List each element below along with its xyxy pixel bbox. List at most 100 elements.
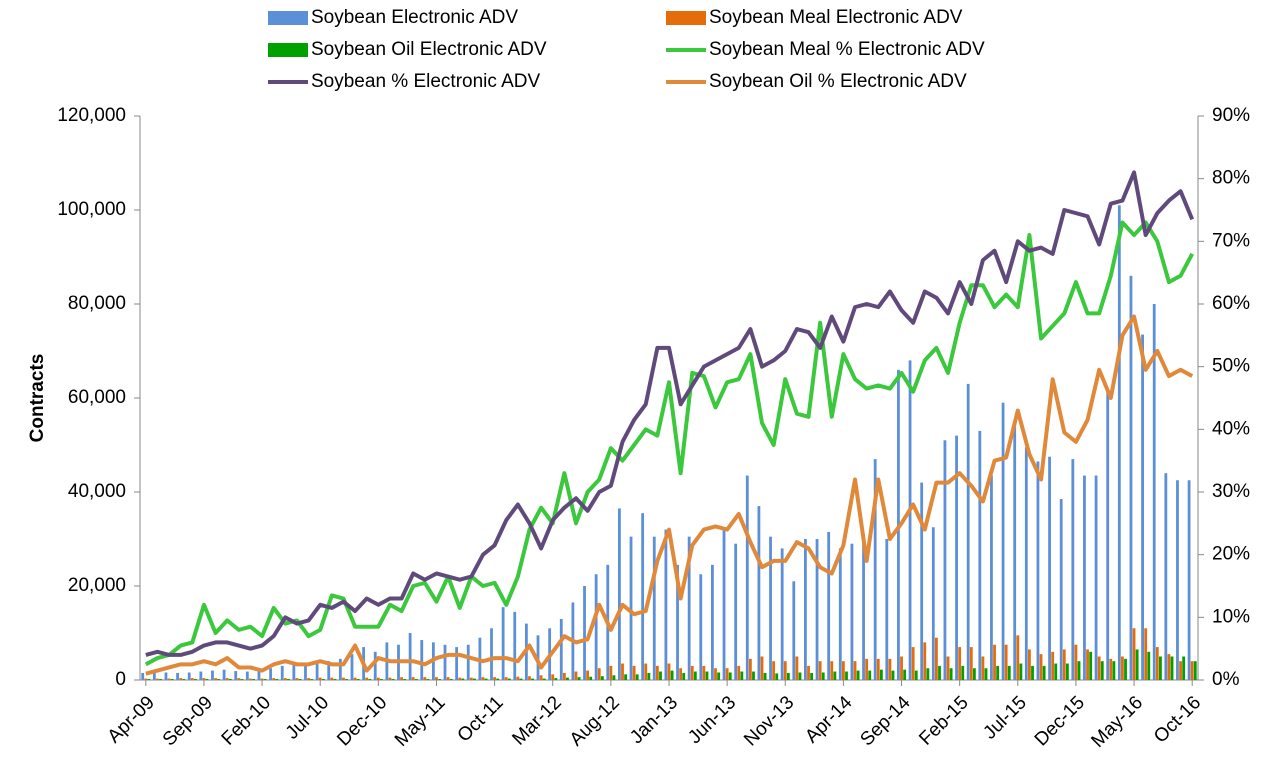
bar <box>376 677 380 680</box>
bar <box>780 548 784 680</box>
y2-tick-label: 10% <box>1212 606 1250 627</box>
bar <box>879 669 883 680</box>
bar <box>1193 661 1197 680</box>
bar <box>1129 275 1133 680</box>
bar <box>141 672 145 680</box>
x-tick-label: Jun-13 <box>684 692 740 748</box>
bar <box>955 435 958 680</box>
bar <box>1144 628 1148 680</box>
bar <box>298 679 302 680</box>
bar <box>353 677 357 680</box>
bar <box>435 677 438 680</box>
bar <box>167 678 171 680</box>
x-tick-label: Feb-10 <box>218 692 275 749</box>
bar <box>815 539 819 680</box>
bar <box>501 607 505 680</box>
bar <box>1001 402 1005 680</box>
bar <box>1083 475 1086 680</box>
bar <box>705 671 709 680</box>
x-tick-label: Oct-11 <box>454 692 508 746</box>
bar <box>586 670 590 680</box>
bar <box>659 671 662 680</box>
bar <box>868 670 872 680</box>
bar <box>182 679 186 680</box>
y-tick-label: 0 <box>115 669 126 690</box>
bar <box>838 548 842 680</box>
bar <box>958 647 962 680</box>
bar <box>810 672 814 680</box>
bar <box>1141 334 1144 680</box>
bar <box>748 658 752 680</box>
bar <box>443 644 447 680</box>
bar <box>408 633 412 680</box>
bar <box>202 678 206 680</box>
bar <box>993 644 996 680</box>
bar <box>1039 654 1043 680</box>
x-tick-label: Apr-14 <box>801 692 856 747</box>
bar <box>850 543 854 680</box>
bar <box>923 642 927 680</box>
bar <box>1031 665 1034 680</box>
bar <box>263 679 267 680</box>
bar <box>388 677 392 680</box>
bar <box>978 430 982 680</box>
bar <box>551 674 555 680</box>
x-tick-label: Dec-15 <box>1031 692 1089 750</box>
x-tick-label: Aug-12 <box>566 692 624 750</box>
bar <box>984 668 988 680</box>
bar <box>722 529 726 680</box>
bar <box>647 672 651 680</box>
y-tick-label: 60,000 <box>68 387 126 408</box>
bar <box>190 678 194 680</box>
bar <box>632 665 636 680</box>
bar <box>473 678 476 680</box>
bar <box>769 536 772 680</box>
bar <box>969 647 973 680</box>
bar <box>237 678 241 680</box>
bar <box>228 679 232 680</box>
bar <box>655 665 659 680</box>
y-tick-label: 80,000 <box>68 293 126 314</box>
bar <box>1013 423 1017 680</box>
bar <box>566 677 569 680</box>
bar <box>170 679 174 680</box>
bar <box>260 678 264 680</box>
bar <box>612 675 616 680</box>
bar <box>1094 475 1098 680</box>
legend-swatch <box>268 43 308 57</box>
bar <box>752 671 755 680</box>
bar <box>699 574 703 680</box>
bar <box>292 663 296 680</box>
bar <box>1071 459 1075 680</box>
bar <box>908 360 912 680</box>
bar <box>1059 499 1063 680</box>
bar <box>283 678 287 680</box>
bar <box>714 668 717 680</box>
bar <box>911 647 915 680</box>
bar <box>1077 661 1081 680</box>
bar <box>772 661 776 680</box>
y-tick-label: 40,000 <box>68 481 126 502</box>
bar <box>403 679 407 680</box>
bar <box>830 661 834 680</box>
bar <box>583 586 586 680</box>
bar <box>1135 649 1139 680</box>
x-tick-label: Jul-15 <box>979 692 1030 743</box>
bar <box>597 668 601 680</box>
bar <box>1097 656 1101 680</box>
x-tick-label: Apr-09 <box>104 692 159 747</box>
bar <box>1054 663 1058 680</box>
bar <box>414 679 418 680</box>
bar <box>949 668 953 680</box>
bar <box>757 506 761 680</box>
bar <box>621 663 624 680</box>
bar <box>350 654 354 680</box>
bar <box>504 677 508 680</box>
bar <box>345 679 348 680</box>
bar <box>455 647 459 680</box>
bar <box>577 677 581 680</box>
bar <box>516 676 520 680</box>
y-tick-label: 120,000 <box>57 105 126 126</box>
line <box>145 314 1194 676</box>
